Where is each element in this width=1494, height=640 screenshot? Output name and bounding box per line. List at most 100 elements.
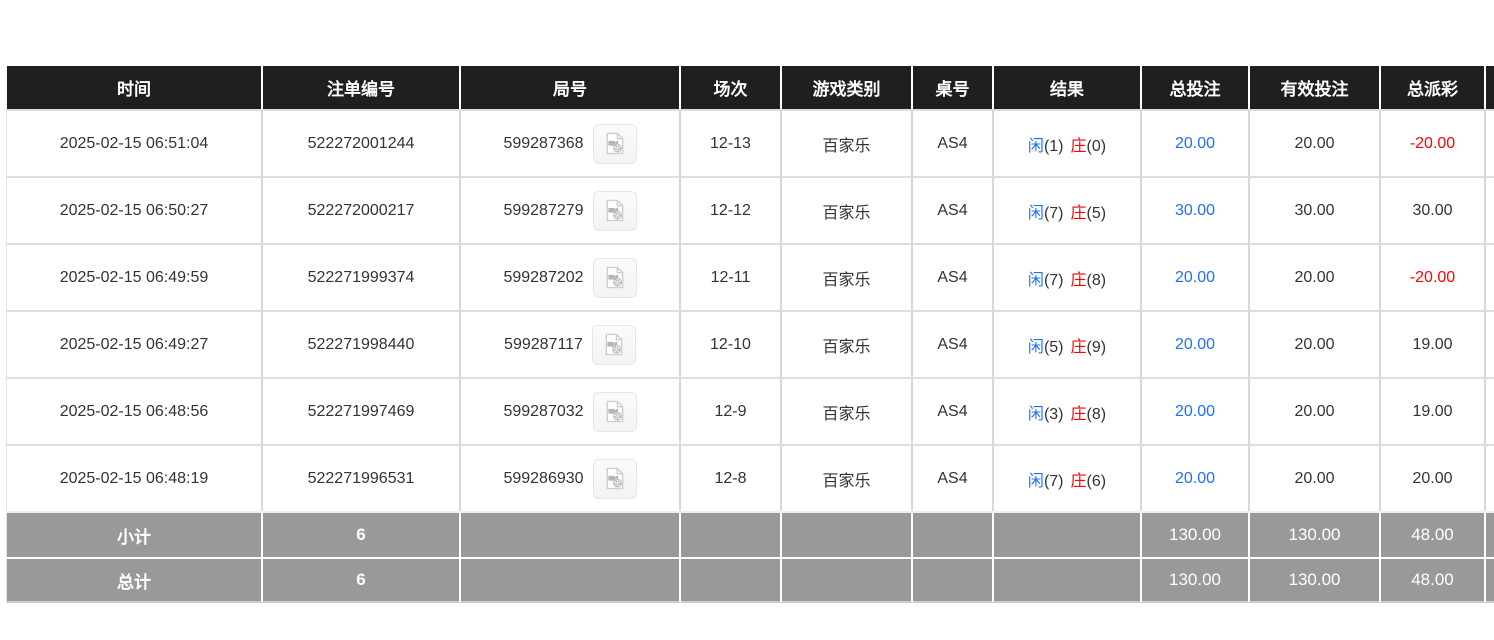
total-payout-value: 30.00 xyxy=(1412,201,1453,219)
round-id-value: 599287117 xyxy=(504,335,583,353)
total-row: 总计 6 130.00 130.00 48.00 xyxy=(6,557,1494,603)
video-file-icon xyxy=(606,467,624,490)
subtotal-count: 6 xyxy=(263,511,461,557)
total-bet-cell: 20.00 xyxy=(1142,377,1250,444)
column-header-bet-id: 注单编号 xyxy=(263,66,461,109)
valid-bet-cell: 20.00 xyxy=(1250,243,1381,310)
result-banker-label: 庄 xyxy=(1070,472,1087,490)
valid-bet-cell: 20.00 xyxy=(1250,377,1381,444)
session-cell: 12-11 xyxy=(681,243,782,310)
video-replay-button[interactable] xyxy=(592,123,637,164)
subtotal-row: 小计 6 130.00 130.00 48.00 xyxy=(6,511,1494,557)
result-player-count: (3) xyxy=(1043,405,1064,423)
result-player-count: (1) xyxy=(1043,137,1064,155)
time-cell: 2025-02-15 06:51:04 xyxy=(6,109,263,176)
result-cell: 闲(7) 庄(8) xyxy=(994,243,1142,310)
subtotal-valid-bet: 130.00 xyxy=(1250,511,1381,557)
bet-id-cell: 522271999374 xyxy=(263,243,461,310)
result-cell: 闲(7) 庄(6) xyxy=(994,444,1142,511)
column-header-valid-bet: 有效投注 xyxy=(1250,66,1381,109)
bet-id-cell: 522271998440 xyxy=(263,310,461,377)
video-replay-button[interactable] xyxy=(591,324,636,365)
round-id-value: 599287202 xyxy=(503,268,584,286)
time-cell: 2025-02-15 06:48:56 xyxy=(6,377,263,444)
time-cell: 2025-02-15 06:49:27 xyxy=(6,310,263,377)
session-cell: 12-12 xyxy=(681,176,782,243)
grand-total-bet: 130.00 xyxy=(1142,557,1250,603)
total-label: 总计 xyxy=(6,557,263,603)
video-file-icon xyxy=(606,132,624,155)
round-id-cell: 599287032 xyxy=(461,377,681,444)
result-player-label: 闲 xyxy=(1027,472,1044,490)
video-replay-button[interactable] xyxy=(592,391,637,432)
session-cell: 12-10 xyxy=(681,310,782,377)
total-payout-value: 19.00 xyxy=(1412,335,1453,353)
column-header-game-type: 游戏类别 xyxy=(782,66,913,109)
result-banker-label: 庄 xyxy=(1070,405,1087,423)
result-banker-count: (0) xyxy=(1086,137,1107,155)
column-header-time: 时间 xyxy=(6,66,263,109)
bet-id-cell: 522272001244 xyxy=(263,109,461,176)
result-cell: 闲(3) 庄(8) xyxy=(994,377,1142,444)
round-id-cell: 599287117 xyxy=(461,310,681,377)
clipped-cell xyxy=(1486,109,1494,176)
result-player-label: 闲 xyxy=(1027,271,1044,289)
total-payout-value: -20.00 xyxy=(1409,134,1456,152)
valid-bet-cell: 20.00 xyxy=(1250,444,1381,511)
valid-bet-cell: 30.00 xyxy=(1250,176,1381,243)
round-id-value: 599287032 xyxy=(503,402,584,420)
result-player-label: 闲 xyxy=(1027,405,1044,423)
result-banker-count: (5) xyxy=(1086,204,1107,222)
table-no-cell: AS4 xyxy=(913,377,994,444)
total-bet-cell: 20.00 xyxy=(1142,444,1250,511)
table-no-cell: AS4 xyxy=(913,310,994,377)
valid-bet-cell: 20.00 xyxy=(1250,109,1381,176)
table-row: 2025-02-15 06:48:56 522271997469 5992870… xyxy=(6,377,1494,444)
result-player-label: 闲 xyxy=(1027,204,1044,222)
game-type-cell: 百家乐 xyxy=(782,109,913,176)
result-banker-label: 庄 xyxy=(1070,137,1087,155)
round-id-value: 599287279 xyxy=(503,201,584,219)
header-row: 时间 注单编号 局号 场次 游戏类别 桌号 结果 总投注 有效投注 总派彩 xyxy=(6,66,1494,109)
video-replay-button[interactable] xyxy=(592,190,637,231)
clipped-cell xyxy=(1486,310,1494,377)
result-banker-count: (8) xyxy=(1086,405,1107,423)
total-payout-cell: -20.00 xyxy=(1381,243,1486,310)
column-header-round-id: 局号 xyxy=(461,66,681,109)
column-header-result: 结果 xyxy=(994,66,1142,109)
result-cell: 闲(1) 庄(0) xyxy=(994,109,1142,176)
grand-payout: 48.00 xyxy=(1381,557,1486,603)
time-cell: 2025-02-15 06:50:27 xyxy=(6,176,263,243)
bet-id-cell: 522271997469 xyxy=(263,377,461,444)
subtotal-payout: 48.00 xyxy=(1381,511,1486,557)
subtotal-label: 小计 xyxy=(6,511,263,557)
table-row: 2025-02-15 06:49:27 522271998440 5992871… xyxy=(6,310,1494,377)
total-payout-value: 19.00 xyxy=(1412,402,1453,420)
table-row: 2025-02-15 06:50:27 522272000217 5992872… xyxy=(6,176,1494,243)
grand-valid-bet: 130.00 xyxy=(1250,557,1381,603)
total-bet-cell: 20.00 xyxy=(1142,310,1250,377)
valid-bet-cell: 20.00 xyxy=(1250,310,1381,377)
result-player-label: 闲 xyxy=(1027,137,1044,155)
video-replay-button[interactable] xyxy=(592,257,637,298)
clipped-cell xyxy=(1486,176,1494,243)
video-replay-button[interactable] xyxy=(592,458,637,499)
table-no-cell: AS4 xyxy=(913,109,994,176)
result-player-count: (7) xyxy=(1043,472,1064,490)
total-payout-cell: -20.00 xyxy=(1381,109,1486,176)
round-id-value: 599287368 xyxy=(503,134,584,152)
bet-records-table-wrap: 时间 注单编号 局号 场次 游戏类别 桌号 结果 总投注 有效投注 总派彩 20… xyxy=(6,66,1494,603)
table-no-cell: AS4 xyxy=(913,444,994,511)
column-header-table-no: 桌号 xyxy=(913,66,994,109)
clipped-cell xyxy=(1486,243,1494,310)
column-header-session: 场次 xyxy=(681,66,782,109)
video-file-icon xyxy=(606,400,624,423)
round-id-cell: 599287202 xyxy=(461,243,681,310)
result-player-count: (7) xyxy=(1043,204,1064,222)
table-no-cell: AS4 xyxy=(913,176,994,243)
result-banker-label: 庄 xyxy=(1070,338,1087,356)
clipped-cell xyxy=(1486,444,1494,511)
bet-records-table: 时间 注单编号 局号 场次 游戏类别 桌号 结果 总投注 有效投注 总派彩 20… xyxy=(6,66,1494,603)
result-banker-count: (8) xyxy=(1086,271,1107,289)
session-cell: 12-8 xyxy=(681,444,782,511)
